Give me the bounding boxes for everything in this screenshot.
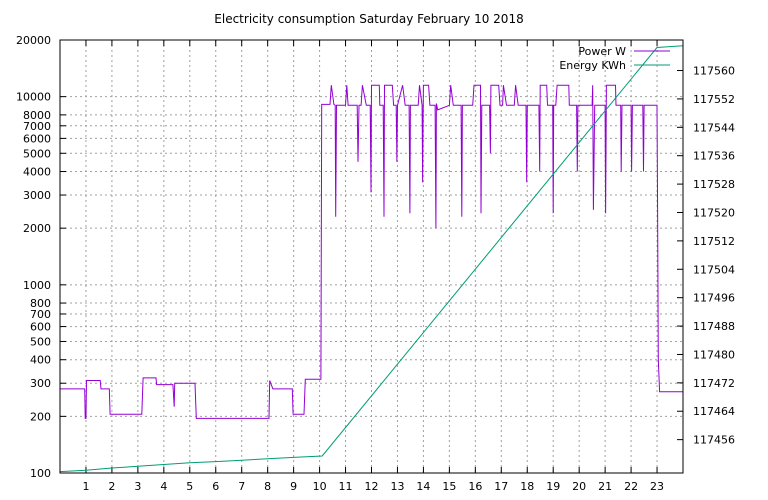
grid (60, 40, 683, 473)
y-left-tick-label: 400 (30, 354, 51, 367)
x-tick-label: 7 (238, 480, 245, 493)
y-left-tick-label: 1000 (23, 279, 51, 292)
x-tick-label: 21 (598, 480, 612, 493)
x-tick-label: 16 (468, 480, 482, 493)
series-group (59, 45, 684, 473)
y-right-tick-label: 117480 (693, 348, 735, 361)
y-left-tick-label: 7000 (23, 120, 51, 133)
y-right-tick-label: 117560 (693, 65, 735, 78)
y-left-tick-label: 600 (30, 321, 51, 334)
x-tick-label: 18 (520, 480, 534, 493)
x-tick-label: 14 (416, 480, 430, 493)
y-right-tick-label: 117552 (693, 93, 735, 106)
y-left-tick-label: 3000 (23, 189, 51, 202)
y-right-tick-label: 117472 (693, 377, 735, 390)
y-left-tick-label: 2000 (23, 222, 51, 235)
y-left-tick-label: 700 (30, 308, 51, 321)
x-tick-label: 19 (546, 480, 560, 493)
y-right-tick-label: 117536 (693, 150, 735, 163)
x-tick-label: 10 (313, 480, 327, 493)
y-right-tick-label: 117504 (693, 263, 735, 276)
x-tick-label: 4 (160, 480, 167, 493)
x-tick-label: 8 (264, 480, 271, 493)
y-right-tick-label: 117496 (693, 292, 735, 305)
y-left-tick-label: 200 (30, 410, 51, 423)
x-axis: 1 2 3 4 5 6 7 8 9 10 11 12 13 14 15 16 17 18 19 20 21 22 23 (82, 40, 664, 493)
x-tick-label: 12 (365, 480, 379, 493)
y-left-tick-label: 300 (30, 377, 51, 390)
y-right-tick-label: 117528 (693, 178, 735, 191)
x-tick-label: 3 (134, 480, 141, 493)
legend: Power W Energy KWh (559, 45, 670, 72)
x-tick-label: 5 (186, 480, 193, 493)
y-left-tick-label: 8000 (23, 109, 51, 122)
y-left-tick-label: 10000 (16, 91, 51, 104)
y-left-tick-label: 100 (30, 467, 51, 480)
y-right-tick-label: 117512 (693, 235, 735, 248)
x-tick-label: 11 (339, 480, 353, 493)
x-tick-label: 1 (82, 480, 89, 493)
y-left-tick-label: 5000 (23, 147, 51, 160)
x-tick-label: 15 (442, 480, 456, 493)
x-tick-label: 17 (494, 480, 508, 493)
x-tick-label: 13 (390, 480, 404, 493)
legend-label-energy: Energy KWh (559, 59, 626, 72)
series-line-energy (59, 45, 684, 473)
y-axis-right: 117456 117464 117472 117480 117488 117496 1175… (677, 65, 735, 447)
x-tick-label: 22 (624, 480, 638, 493)
x-tick-label: 2 (108, 480, 115, 493)
y-left-tick-label: 6000 (23, 132, 51, 145)
x-tick-label: 20 (572, 480, 586, 493)
y-left-tick-label: 500 (30, 335, 51, 348)
series-line-power (60, 84, 683, 419)
legend-label-power: Power W (578, 45, 626, 58)
y-left-tick-label: 20000 (16, 34, 51, 47)
y-left-tick-label: 800 (30, 297, 51, 310)
y-right-tick-label: 117464 (693, 405, 735, 418)
y-right-tick-label: 117520 (693, 206, 735, 219)
plot-frame (59, 39, 684, 474)
x-tick-label: 9 (290, 480, 297, 493)
y-right-tick-label: 117456 (693, 434, 735, 447)
y-right-tick-label: 117488 (693, 320, 735, 333)
y-right-tick-label: 117544 (693, 121, 735, 134)
x-tick-label: 23 (650, 480, 664, 493)
x-tick-label: 6 (212, 480, 219, 493)
y-left-tick-label: 4000 (23, 166, 51, 179)
chart-title: Electricity consumption Saturday Februar… (214, 12, 523, 26)
